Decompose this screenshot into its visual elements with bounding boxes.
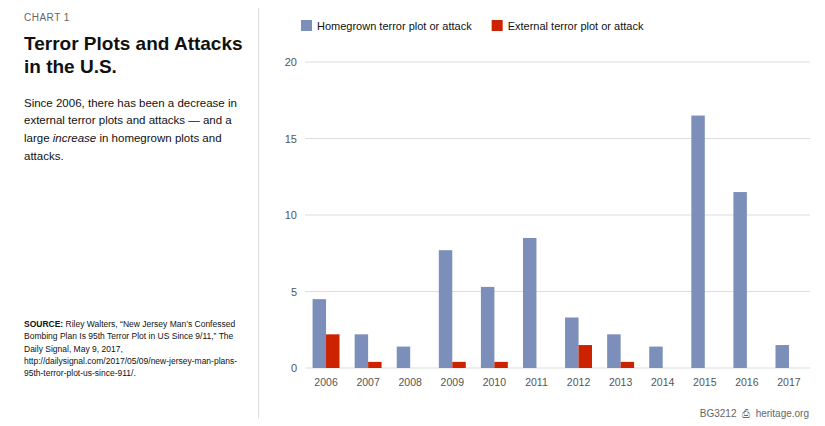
footer-site: heritage.org xyxy=(756,408,809,419)
bar xyxy=(368,362,381,368)
footer: BG3212 ⎙ heritage.org xyxy=(700,408,809,420)
x-tick-label: 2007 xyxy=(356,376,380,388)
bar xyxy=(397,347,410,368)
bar xyxy=(523,238,536,368)
bar xyxy=(410,368,423,369)
x-tick-label: 2012 xyxy=(567,376,591,388)
legend-entry: External terror plot or attack xyxy=(508,20,644,32)
bar xyxy=(775,345,788,368)
bar xyxy=(355,334,368,368)
bar xyxy=(326,334,339,368)
bar xyxy=(439,250,452,368)
bar xyxy=(733,192,746,368)
bar xyxy=(579,345,592,368)
bar xyxy=(536,368,549,369)
legend-swatch xyxy=(301,20,312,31)
y-tick-label: 10 xyxy=(285,209,297,221)
bar xyxy=(313,299,326,368)
y-tick-label: 5 xyxy=(291,286,297,298)
legend: Homegrown terror plot or attack External … xyxy=(301,20,644,32)
x-tick-label: 2015 xyxy=(693,376,717,388)
bar xyxy=(607,334,620,368)
grid: 0 5 10 15 20 xyxy=(285,56,810,374)
x-axis: 2006 2007 2008 2009 2010 2011 2012 2013 2014 2015… xyxy=(314,376,800,388)
legend-swatch xyxy=(492,20,503,31)
legend-entry: Homegrown terror plot or attack xyxy=(317,20,472,32)
x-tick-label: 2008 xyxy=(399,376,423,388)
source-label: SOURCE: xyxy=(24,319,63,329)
y-tick-label: 15 xyxy=(285,133,297,145)
x-tick-label: 2009 xyxy=(441,376,465,388)
bar xyxy=(621,362,634,368)
bar xyxy=(747,368,760,369)
bar xyxy=(565,318,578,368)
footer-code: BG3212 xyxy=(700,408,737,419)
grid-line xyxy=(305,138,810,139)
bar xyxy=(649,347,662,368)
x-tick-label: 2011 xyxy=(525,376,548,388)
x-tick-label: 2014 xyxy=(651,376,675,388)
text-panel: CHART 1 Terror Plots and Attacks in the U… xyxy=(24,12,252,166)
bar xyxy=(789,368,802,369)
x-tick-label: 2006 xyxy=(314,376,338,388)
bars xyxy=(313,116,789,368)
separator xyxy=(258,8,259,418)
chart: 0 5 10 15 20 2006 2007 2008 2009 2010 2011 2012 2013… xyxy=(265,0,825,426)
y-tick-label: 20 xyxy=(285,56,297,68)
x-tick-label: 2017 xyxy=(777,376,801,388)
chart-label: CHART 1 xyxy=(24,12,252,23)
title: Terror Plots and Attacks in the U.S. xyxy=(24,33,252,79)
bar xyxy=(705,368,718,369)
grid-line xyxy=(305,62,810,63)
x-tick-label: 2010 xyxy=(483,376,507,388)
x-tick-label: 2016 xyxy=(735,376,759,388)
x-tick-label: 2013 xyxy=(609,376,633,388)
body-text-emphasis: increase xyxy=(53,132,96,144)
y-tick-label: 0 xyxy=(291,362,297,374)
footer-icon: ⎙ xyxy=(742,408,750,419)
bar xyxy=(663,368,676,369)
source: SOURCE: Riley Walters, “New Jersey Man’s… xyxy=(24,318,252,380)
bar xyxy=(452,362,465,368)
bar xyxy=(481,287,494,368)
body-text: Since 2006, there has been a decrease in… xyxy=(24,95,252,166)
bar xyxy=(691,116,704,368)
bar xyxy=(494,362,507,368)
